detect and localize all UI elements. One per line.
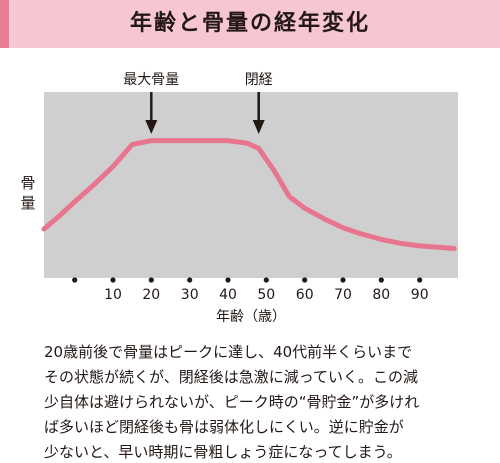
x-tick-label: 50 <box>257 287 275 303</box>
plot-area <box>44 92 458 278</box>
chart-marks: 10 20 30 40 50 60 70 80 90 最大骨量 閉経 <box>41 72 457 303</box>
x-tick-dot <box>187 277 193 283</box>
x-tick-label: 80 <box>372 287 390 303</box>
annotation-arrow-head-2 <box>252 120 265 134</box>
chart-title: 年齢と骨量の経年変化 <box>129 11 370 36</box>
x-tick-dot <box>417 277 423 283</box>
caption-line-4: ば多いほど閉経後も骨は弱体化しにくい。逆に貯金が <box>44 418 404 436</box>
annotation-label-1: 最大骨量 <box>123 72 179 88</box>
caption-text: 20歳前後で骨量はピークに達し、40代前半くらいまで その状態が続くが、閉経後は… <box>44 340 484 463</box>
bone-mass-chart: 骨 量 年齢（歳） 10 20 30 40 50 60 70 80 90 最大骨量 閉経 <box>20 72 458 325</box>
x-tick-dot <box>148 277 154 283</box>
caption-line-3: 少自体は避けられないが、ピーク時の“骨貯金”が多けれ <box>44 393 420 411</box>
x-tick-label: 30 <box>181 287 199 303</box>
bone-mass-curve <box>41 138 457 251</box>
x-tick-label: 90 <box>411 287 429 303</box>
x-tick-dot <box>302 277 308 283</box>
x-tick-label: 20 <box>142 287 160 303</box>
caption-line-2: その状態が続くが、閉経後は急激に減っていく。この減 <box>44 368 418 386</box>
x-tick-label: 70 <box>334 287 352 303</box>
annotation-label-2: 閉経 <box>245 72 273 88</box>
x-tick-dot <box>340 277 346 283</box>
y-axis-label-char-2: 量 <box>20 194 35 212</box>
x-tick-label: 10 <box>104 287 122 303</box>
annotation-arrow-head-1 <box>145 120 158 134</box>
x-tick-label: 40 <box>219 287 237 303</box>
x-tick-dot <box>72 277 78 283</box>
title-bar <box>0 0 500 48</box>
x-tick-dot <box>263 277 269 283</box>
caption-line-1: 20歳前後で骨量はピークに達し、40代前半くらいまで <box>44 343 413 361</box>
caption-line-5: 少ないと、早い時期に骨粗しょう症になってしまう。 <box>44 443 402 461</box>
y-axis-label-char-1: 骨 <box>20 174 35 192</box>
x-axis-label: 年齢（歳） <box>216 309 286 325</box>
x-tick-label: 60 <box>296 287 314 303</box>
x-tick-dot <box>225 277 231 283</box>
x-tick-dot <box>378 277 384 283</box>
title-accent-stripe <box>0 0 9 48</box>
x-tick-dot <box>110 277 116 283</box>
